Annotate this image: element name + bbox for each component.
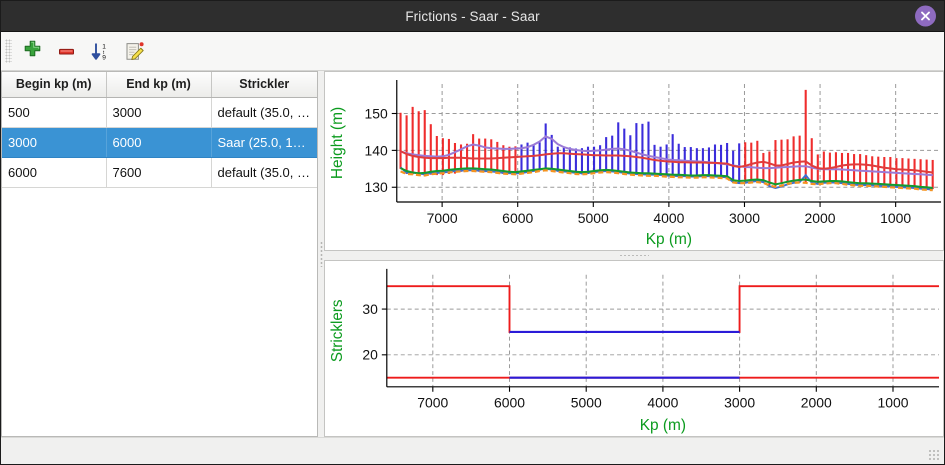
plus-icon xyxy=(23,39,42,63)
resize-grip-icon[interactable] xyxy=(928,449,941,462)
table-row[interactable]: 3000 6000 Saar (25.0, 15.0) xyxy=(2,127,317,158)
svg-text:Kp (m): Kp (m) xyxy=(640,417,686,434)
table-row[interactable]: 500 3000 default (35.0, … xyxy=(2,97,317,128)
minus-icon xyxy=(58,48,74,54)
strickler-profile-chart[interactable]: 7000 6000 5000 4000 3000 2000 1000 30 20 Kp (m) St… xyxy=(324,260,944,437)
vertical-splitter[interactable] xyxy=(318,71,324,437)
title-bar[interactable]: Frictions - Saar - Saar xyxy=(1,1,944,32)
svg-text:3000: 3000 xyxy=(729,210,760,226)
svg-text:9: 9 xyxy=(102,54,106,61)
cell-begin-kp[interactable]: 3000 xyxy=(2,127,107,158)
svg-text:4000: 4000 xyxy=(653,210,684,226)
strickler-profile-plot: 7000 6000 5000 4000 3000 2000 1000 30 20 Kp (m) St… xyxy=(329,268,940,434)
status-bar xyxy=(1,437,944,464)
cell-begin-kp[interactable]: 6000 xyxy=(2,157,107,188)
frictions-table[interactable]: Begin kp (m) End kp (m) Strickler 500 30… xyxy=(2,72,317,188)
cell-strickler[interactable]: default (35.0, … xyxy=(211,97,317,128)
cell-begin-kp[interactable]: 500 xyxy=(2,97,107,128)
svg-text:30: 30 xyxy=(362,301,378,317)
splitter-grip-icon xyxy=(619,254,649,257)
cell-end-kp[interactable]: 3000 xyxy=(106,97,212,128)
table-row[interactable]: 6000 7600 default (35.0, … xyxy=(2,157,317,188)
add-row-button[interactable] xyxy=(15,35,49,67)
table-header-row: Begin kp (m) End kp (m) Strickler xyxy=(2,72,317,98)
svg-text:7000: 7000 xyxy=(417,395,448,411)
delete-row-button[interactable] xyxy=(49,35,83,67)
edit-button[interactable] xyxy=(117,35,151,67)
height-profile-plot: 7000 6000 5000 4000 3000 2000 1000 150 140 130 Kp … xyxy=(329,80,942,248)
svg-text:2000: 2000 xyxy=(805,210,836,226)
cell-end-kp[interactable]: 7600 xyxy=(106,157,212,188)
height-profile-chart[interactable]: 7000 6000 5000 4000 3000 2000 1000 150 140 130 Kp … xyxy=(324,71,944,251)
svg-text:Stricklers: Stricklers xyxy=(329,299,346,362)
svg-text:Kp (m): Kp (m) xyxy=(646,231,692,248)
frictions-table-pane: Begin kp (m) End kp (m) Strickler 500 30… xyxy=(1,71,318,437)
table-empty-area[interactable] xyxy=(2,187,317,436)
window-title: Frictions - Saar - Saar xyxy=(405,8,540,24)
svg-text:5000: 5000 xyxy=(571,395,602,411)
close-icon[interactable] xyxy=(915,5,936,27)
svg-text:Height (m): Height (m) xyxy=(329,107,346,179)
cell-end-kp[interactable]: 6000 xyxy=(106,127,212,158)
cell-strickler[interactable]: default (35.0, … xyxy=(211,157,317,188)
svg-text:140: 140 xyxy=(365,142,388,158)
svg-text:150: 150 xyxy=(365,105,388,121)
column-header-strickler[interactable]: Strickler xyxy=(211,72,317,98)
main-content: Begin kp (m) End kp (m) Strickler 500 30… xyxy=(1,71,944,437)
cell-strickler[interactable]: Saar (25.0, 15.0) xyxy=(211,127,317,158)
svg-text:1000: 1000 xyxy=(877,395,908,411)
toolbar: 1 9 xyxy=(1,32,944,71)
sort-ascending-icon: 1 9 xyxy=(91,43,106,61)
charts-pane: 7000 6000 5000 4000 3000 2000 1000 150 140 130 Kp … xyxy=(324,71,944,437)
svg-text:6000: 6000 xyxy=(494,395,525,411)
svg-text:7000: 7000 xyxy=(427,210,458,226)
svg-text:3000: 3000 xyxy=(724,395,755,411)
column-header-end-kp[interactable]: End kp (m) xyxy=(106,72,212,98)
svg-text:5000: 5000 xyxy=(578,210,609,226)
splitter-grip-icon xyxy=(319,241,323,267)
table-body: 500 3000 default (35.0, … 3000 6000 Saar… xyxy=(2,97,317,188)
svg-text:1000: 1000 xyxy=(880,210,911,226)
sort-button[interactable]: 1 9 xyxy=(83,35,117,67)
svg-text:2000: 2000 xyxy=(801,395,832,411)
svg-text:6000: 6000 xyxy=(502,210,533,226)
column-header-begin-kp[interactable]: Begin kp (m) xyxy=(2,72,107,98)
svg-text:130: 130 xyxy=(365,179,388,195)
svg-text:4000: 4000 xyxy=(647,395,678,411)
edit-note-icon xyxy=(126,41,144,60)
svg-text:20: 20 xyxy=(362,347,378,363)
svg-text:1: 1 xyxy=(102,43,106,50)
toolbar-drag-handle[interactable] xyxy=(5,39,12,63)
horizontal-splitter[interactable] xyxy=(324,251,944,260)
